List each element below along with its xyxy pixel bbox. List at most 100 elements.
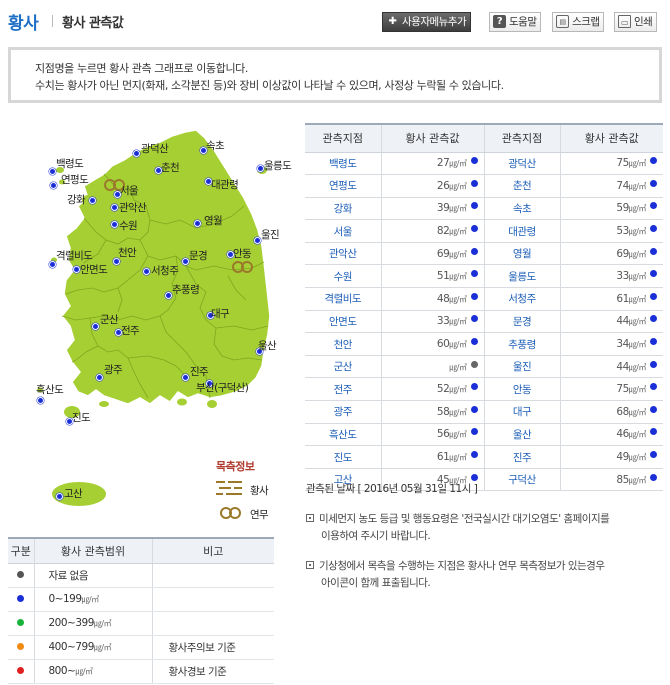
station-link[interactable]: 울진 bbox=[483, 355, 560, 379]
station-label-uljin[interactable]: 울진 bbox=[261, 229, 280, 241]
station-dot[interactable] bbox=[182, 258, 189, 265]
station-label-andong[interactable]: 안동 bbox=[233, 248, 252, 260]
station-link[interactable]: 속초 bbox=[483, 197, 560, 221]
station-label-seocheongju[interactable]: 서청주 bbox=[151, 265, 179, 277]
station-label-gwanaksan[interactable]: 관악산 bbox=[119, 202, 147, 214]
station-link[interactable]: 수원 bbox=[305, 264, 381, 289]
station-dot[interactable] bbox=[257, 165, 264, 172]
station-label-cheonan[interactable]: 천안 bbox=[118, 247, 137, 259]
station-link[interactable]: 문경 bbox=[483, 310, 560, 334]
station-link[interactable]: 진주 bbox=[483, 445, 560, 469]
station-label-jeonju[interactable]: 전주 bbox=[121, 325, 140, 337]
station-dot[interactable] bbox=[37, 397, 44, 404]
station-link[interactable]: 안동 bbox=[483, 377, 560, 402]
station-dot[interactable] bbox=[227, 251, 234, 258]
station-link[interactable]: 서울 bbox=[305, 219, 381, 243]
station-label-ganghwa[interactable]: 강화 bbox=[67, 194, 86, 206]
station-link[interactable]: 영월 bbox=[483, 242, 560, 266]
station-label-jindo[interactable]: 진도 bbox=[72, 412, 91, 424]
station-label-ulleungdo[interactable]: 울릉도 bbox=[264, 160, 292, 172]
station-dot[interactable] bbox=[143, 268, 150, 275]
level-dot-icon bbox=[650, 360, 657, 368]
station-dot[interactable] bbox=[49, 261, 56, 268]
station-link[interactable]: 광덕산 bbox=[483, 152, 560, 176]
station-dot[interactable] bbox=[111, 204, 118, 211]
print-button[interactable]: ▭ 인쇄 bbox=[614, 12, 658, 32]
station-link[interactable]: 군산 bbox=[305, 355, 381, 379]
station-dot[interactable] bbox=[206, 380, 213, 387]
station-dot[interactable] bbox=[155, 167, 162, 174]
station-link[interactable]: 안면도 bbox=[305, 310, 381, 334]
station-label-chupungnyeong[interactable]: 추풍령 bbox=[172, 284, 200, 296]
station-link[interactable]: 구덕산 bbox=[483, 468, 560, 492]
station-dot[interactable] bbox=[49, 168, 56, 175]
station-link[interactable]: 대관령 bbox=[483, 219, 560, 243]
station-dot[interactable] bbox=[73, 266, 80, 273]
station-dot[interactable] bbox=[56, 493, 63, 500]
station-dot[interactable] bbox=[133, 150, 140, 157]
station-label-suwon[interactable]: 수원 bbox=[119, 220, 138, 232]
station-link[interactable]: 관악산 bbox=[305, 242, 381, 266]
station-dot[interactable] bbox=[96, 374, 103, 381]
station-dot[interactable] bbox=[194, 220, 201, 227]
station-dot[interactable] bbox=[92, 323, 99, 330]
station-link[interactable]: 대구 bbox=[483, 400, 560, 424]
station-link[interactable]: 진도 bbox=[305, 445, 381, 469]
station-link[interactable]: 연평도 bbox=[305, 174, 381, 198]
station-dot[interactable] bbox=[165, 292, 172, 299]
station-link[interactable]: 광주 bbox=[305, 400, 381, 424]
station-label-seoul[interactable]: 서울 bbox=[120, 185, 139, 197]
station-dot[interactable] bbox=[200, 147, 207, 154]
station-dot[interactable] bbox=[207, 312, 214, 319]
station-dot[interactable] bbox=[182, 374, 189, 381]
station-label-chuncheon[interactable]: 춘천 bbox=[161, 162, 180, 174]
level-dot-icon bbox=[470, 225, 478, 233]
scrap-button[interactable]: ▤ 스크랩 bbox=[552, 12, 605, 32]
station-link[interactable]: 강화 bbox=[305, 197, 381, 221]
station-link[interactable]: 추풍령 bbox=[483, 332, 560, 356]
station-link[interactable]: 고산 bbox=[305, 468, 381, 492]
station-link[interactable]: 전주 bbox=[305, 377, 381, 402]
station-label-yeonpyeongdo[interactable]: 연평도 bbox=[61, 174, 89, 186]
help-button[interactable]: ? 도움말 bbox=[489, 12, 542, 32]
station-dot[interactable] bbox=[115, 329, 122, 336]
station-label-yeongwol[interactable]: 영월 bbox=[204, 215, 223, 227]
station-dot[interactable] bbox=[89, 197, 96, 204]
station-dot[interactable] bbox=[50, 182, 57, 189]
add-user-menu-button[interactable]: ✚ 사용자메뉴추가 bbox=[382, 12, 472, 32]
station-dot[interactable] bbox=[66, 418, 73, 425]
station-link[interactable]: 춘천 bbox=[483, 174, 560, 198]
station-label-ulsan[interactable]: 울산 bbox=[258, 340, 277, 352]
station-dot[interactable] bbox=[111, 221, 118, 228]
table-row: 연평도 26㎍/㎥ 춘천 74㎍/㎥ bbox=[305, 174, 663, 198]
station-label-gunsan[interactable]: 군산 bbox=[100, 314, 119, 326]
station-label-gwangdeoksan[interactable]: 광덕산 bbox=[141, 143, 169, 155]
station-label-gosan[interactable]: 고산 bbox=[64, 488, 83, 500]
station-label-gwangju[interactable]: 광주 bbox=[104, 364, 123, 376]
station-link[interactable]: 천안 bbox=[305, 332, 381, 356]
notice-line-2: 수치는 황사가 아닌 먼지(화재, 소각분진 등)와 장비 이상값이 나타날 수… bbox=[35, 79, 504, 92]
station-link[interactable]: 울산 bbox=[483, 423, 560, 447]
station-label-daegwallyeong[interactable]: 대관령 bbox=[211, 179, 239, 191]
station-label-heuksando[interactable]: 흑산도 bbox=[36, 384, 64, 396]
dust-haze-icon bbox=[216, 481, 242, 495]
station-label-anmyeondo[interactable]: 안면도 bbox=[80, 264, 108, 276]
station-label-busan-gudeoksan[interactable]: 부산(구덕산) bbox=[196, 382, 249, 394]
station-value: 68㎍/㎥ bbox=[559, 400, 663, 424]
station-dot[interactable] bbox=[256, 348, 263, 355]
station-label-daegu[interactable]: 대구 bbox=[211, 308, 230, 320]
station-dot[interactable] bbox=[205, 178, 212, 185]
station-label-mungyeong[interactable]: 문경 bbox=[189, 250, 208, 262]
station-link[interactable]: 울릉도 bbox=[483, 264, 560, 289]
station-dot[interactable] bbox=[254, 237, 261, 244]
station-dot[interactable] bbox=[113, 258, 120, 265]
station-label-sokcho[interactable]: 속초 bbox=[206, 140, 225, 152]
station-label-jinju[interactable]: 진주 bbox=[190, 366, 209, 378]
station-link[interactable]: 흑산도 bbox=[305, 423, 381, 447]
station-label-baengnyeongdo[interactable]: 백령도 bbox=[56, 158, 84, 170]
station-link[interactable]: 격렬비도 bbox=[305, 287, 381, 311]
station-link[interactable]: 백령도 bbox=[305, 152, 381, 176]
station-dot[interactable] bbox=[114, 191, 121, 198]
station-link[interactable]: 서청주 bbox=[483, 287, 560, 311]
station-label-gyeongnyeolbido[interactable]: 격렬비도 bbox=[56, 250, 93, 262]
